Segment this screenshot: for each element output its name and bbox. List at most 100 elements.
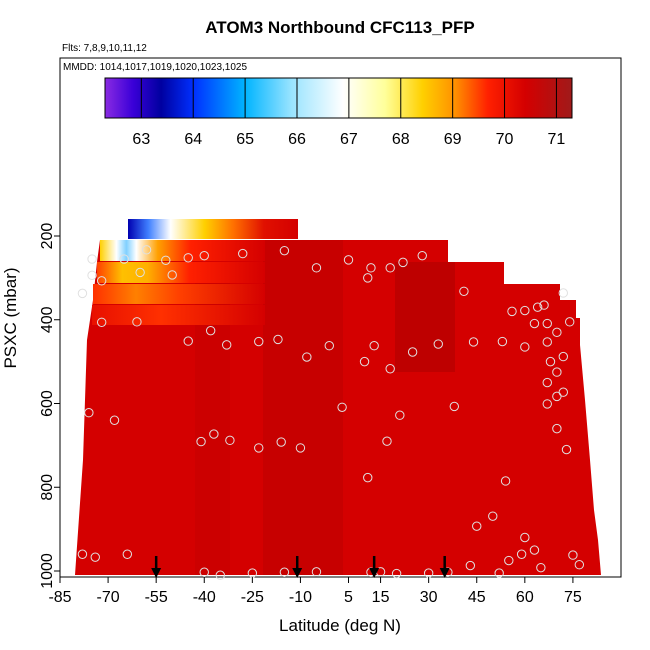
sample-marker [135, 267, 145, 278]
sample-marker [183, 336, 193, 346]
x-tick-label: -85 [48, 589, 71, 606]
sample-marker [468, 337, 479, 347]
sample-marker [167, 270, 177, 280]
sample-marker [363, 273, 373, 283]
sample-marker [520, 305, 530, 316]
colorbar-tick-label: 66 [288, 131, 306, 148]
sample-marker [196, 436, 206, 447]
chart-title: ATOM3 Northbound CFC113_PFP [205, 18, 475, 37]
sample-marker [529, 318, 540, 329]
sample-marker [363, 472, 373, 483]
flight-arrow-head [292, 568, 303, 578]
sample-marker [96, 317, 107, 327]
sample-marker [472, 521, 482, 531]
y-tick-label: 200 [39, 223, 56, 250]
colorbar: 63 64 65 66 67 68 69 70 71 [104, 77, 573, 148]
sample-marker [542, 399, 552, 409]
sample-marker [132, 317, 142, 327]
sample-marker [221, 340, 232, 350]
sample-marker [199, 250, 209, 261]
sample-marker [504, 555, 514, 566]
sample-marker [542, 318, 552, 329]
sample-marker [407, 347, 418, 357]
sample-marker [359, 356, 370, 367]
sample-marker [449, 401, 460, 412]
sample-marker [141, 245, 152, 255]
sample-marker [311, 263, 322, 273]
sample-marker [77, 288, 88, 299]
sample-marker [488, 511, 498, 521]
colorbar-tick-label: 71 [548, 131, 566, 148]
x-tick-label: 30 [420, 589, 438, 606]
y-tick-label: 600 [39, 390, 56, 417]
x-tick-label: -25 [241, 589, 264, 606]
sample-marker [552, 327, 562, 338]
sample-marker [273, 334, 283, 345]
x-tick-label: -55 [145, 589, 168, 606]
sample-marker [96, 276, 107, 286]
sample-marker [279, 567, 290, 577]
x-tick-label: 5 [344, 589, 353, 606]
sample-marker [561, 444, 572, 455]
sample-marker [87, 270, 97, 281]
sample-marker [295, 443, 306, 453]
flight-arrow-head [369, 568, 380, 578]
sample-marker [520, 342, 530, 352]
sample-marker [558, 351, 568, 362]
sample-marker [545, 356, 556, 367]
x-tick-label: 60 [516, 589, 534, 606]
sample-marker [417, 250, 427, 261]
heatmap-row [92, 305, 265, 325]
sample-marker [494, 568, 504, 578]
sample-marker [565, 317, 575, 327]
colorbar-tick-label: 68 [392, 131, 410, 148]
sample-marker [507, 306, 517, 317]
heatmap-row [100, 240, 265, 261]
sample-marker [90, 552, 100, 562]
sample-marker [529, 545, 540, 555]
x-tick-label: -10 [289, 589, 312, 606]
flights-label: Flts: 7,8,9,10,11,12 [62, 43, 147, 54]
flight-arrow-head [151, 568, 162, 578]
x-tick-label: -40 [193, 589, 216, 606]
colorbar-gradient [104, 77, 573, 119]
sample-marker [311, 567, 322, 577]
sample-marker [238, 248, 248, 259]
sample-marker [568, 550, 578, 560]
sample-marker [459, 286, 469, 296]
sample-marker [119, 254, 129, 264]
heatmap-row [93, 284, 265, 304]
dark-band [395, 262, 455, 372]
sample-marker [161, 255, 171, 265]
sample-marker [254, 443, 264, 453]
sample-marker [520, 532, 530, 543]
y-tick-label: 800 [39, 474, 56, 501]
x-tick-label: 45 [468, 589, 486, 606]
sample-marker [337, 402, 347, 412]
sample-marker [500, 476, 511, 486]
sample-marker [343, 255, 354, 265]
sample-marker [366, 263, 376, 273]
sample-marker [385, 263, 395, 273]
sample-marker [552, 367, 562, 377]
colorbar-tick-label: 64 [184, 131, 202, 148]
sample-marker [225, 435, 235, 446]
sample-marker [497, 336, 508, 347]
heatmap-field [75, 219, 601, 575]
sample-marker [532, 302, 543, 312]
sample-marker [324, 341, 334, 351]
sample-marker [539, 300, 549, 310]
sample-marker [87, 254, 97, 264]
sample-marker [199, 567, 209, 577]
y-tick-label: 400 [39, 306, 56, 333]
sample-marker [552, 423, 562, 434]
x-tick-label: 15 [372, 589, 390, 606]
y-tick-label: 1000 [39, 553, 56, 589]
sample-marker [558, 288, 568, 298]
sample-marker [385, 364, 395, 374]
dark-band [263, 240, 343, 575]
colorbar-tick-label: 69 [444, 131, 462, 148]
mmdd-label: MMDD: 1014,1017,1019,1020,1023,1025 [63, 62, 247, 73]
sample-marker [542, 337, 552, 347]
